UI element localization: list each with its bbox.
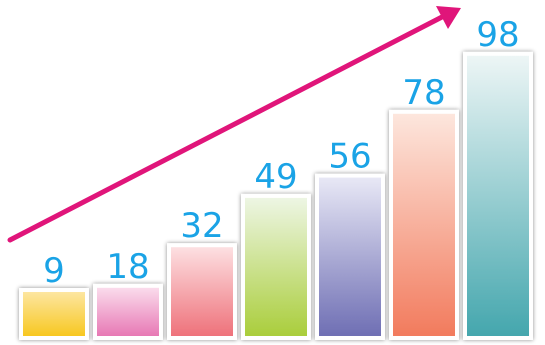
bar-6 (389, 109, 459, 340)
value-label-4: 49 (254, 157, 297, 197)
bar-4 (241, 193, 311, 340)
value-label-5: 56 (328, 137, 371, 177)
trend-arrow (7, 6, 461, 243)
bar-1 (19, 288, 89, 340)
bar-3 (167, 243, 237, 340)
value-label-2: 18 (106, 247, 149, 287)
bars-group (19, 51, 533, 341)
value-label-7: 98 (476, 15, 519, 55)
bar-7 (463, 51, 533, 341)
trend-arrow-line (7, 14, 445, 243)
bar-2 (93, 283, 163, 340)
value-label-6: 78 (402, 73, 445, 113)
bar-5 (315, 173, 385, 340)
trend-arrow-head (436, 6, 461, 29)
value-labels-group: 9 18 32 49 56 78 98 (43, 15, 519, 291)
value-label-1: 9 (43, 251, 65, 291)
value-label-3: 32 (180, 206, 223, 246)
